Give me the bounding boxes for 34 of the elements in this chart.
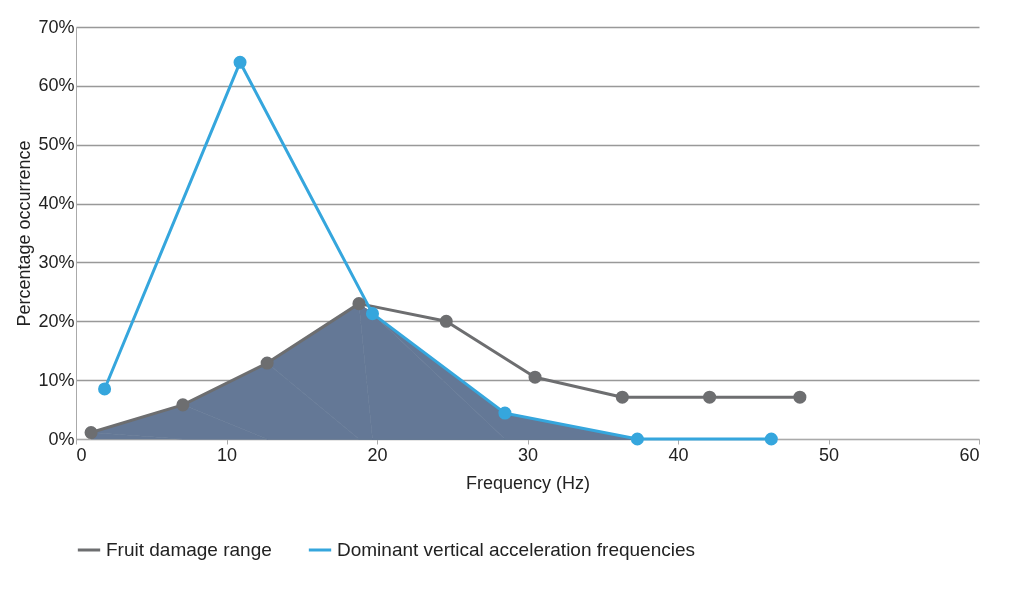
x-tick-label: 20 (367, 444, 388, 465)
y-tick-label: 50% (38, 134, 75, 155)
point (176, 398, 190, 412)
point (365, 307, 379, 321)
point (793, 390, 807, 404)
legend-label: Fruit damage range (106, 539, 272, 560)
y-tick-label: 20% (38, 310, 75, 331)
y-tick-label: 60% (38, 75, 75, 96)
x-tick-label: 10 (216, 444, 238, 465)
point (439, 314, 453, 328)
y-tick-label: 70% (38, 16, 75, 37)
point (528, 370, 542, 384)
x-tick-label: 60 (959, 444, 980, 465)
point (764, 432, 778, 446)
y-tick-label: 30% (38, 251, 75, 272)
point (498, 406, 512, 420)
x-tick-label: 0 (76, 444, 87, 465)
point (615, 390, 629, 404)
point (260, 356, 274, 370)
point (98, 382, 112, 396)
x-tick-label: 50 (818, 444, 840, 465)
legend-label: Dominant vertical acceleration frequencies (337, 539, 696, 560)
y-tick-label: 40% (38, 193, 75, 214)
point (703, 390, 717, 404)
y-tick-label: 10% (38, 369, 75, 390)
x-axis-title: Frequency (Hz) (465, 472, 591, 493)
point (233, 55, 247, 69)
x-tick-label: 40 (668, 444, 689, 465)
y-axis-title: Percentage occurrence (14, 140, 35, 327)
x-tick-label: 30 (517, 444, 539, 465)
point (352, 297, 366, 311)
y-tick-label: 0% (48, 428, 75, 449)
point (630, 432, 644, 446)
point (84, 426, 98, 440)
